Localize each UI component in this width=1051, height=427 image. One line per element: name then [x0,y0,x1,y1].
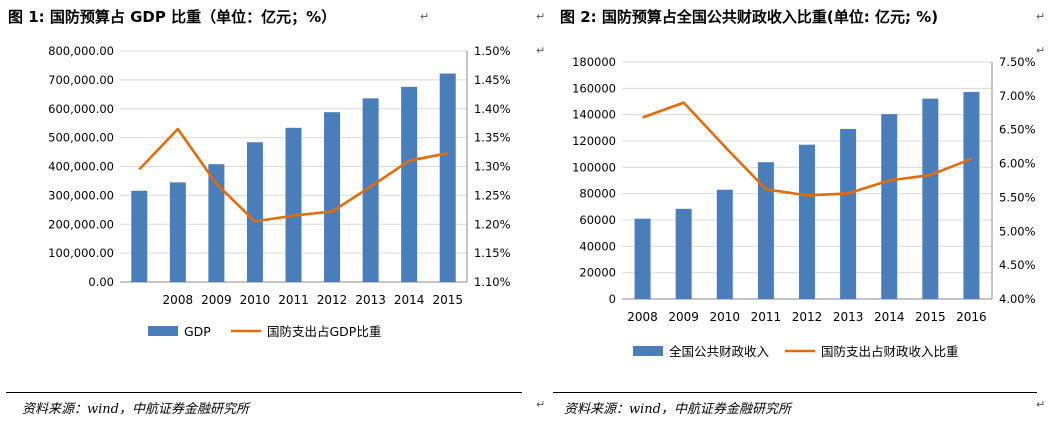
paragraph-mark-icon: ↵ [420,10,430,23]
y-right-tick-label: 7.00% [999,89,1036,103]
bar [169,182,186,282]
bar [208,164,225,282]
x-tick-label: 2013 [355,293,386,307]
legend-line-label: 国防支出占财政收入比重 [821,344,959,359]
y-left-tick-label: 80000 [579,187,616,201]
x-tick-label: 2009 [201,293,232,307]
paragraph-mark-icon: ↵ [1036,398,1046,411]
y-right-tick-label: 1.40% [474,102,511,116]
y-right-tick-label: 4.50% [999,258,1036,272]
paragraph-mark-icon: ↵ [1036,44,1046,57]
bar [840,128,857,299]
y-left-tick-label: 100000 [572,160,616,174]
bar [963,92,980,300]
figure2-source: 资料来源：wind，中航证券金融研究所 [564,402,791,417]
figure2-chart: 0 20000 40000 60000 80000 100000 120000 140000 1… [572,55,1036,359]
x-tick-label: 2015 [915,310,946,324]
x-tick-label: 2015 [432,293,463,307]
bar [324,112,341,282]
y-left-tick-label: 800,000.00 [48,44,114,58]
figure1-source-rule [6,392,522,393]
x-tick-label: 2016 [956,310,987,324]
y-left-tick-label: 200,000.00 [48,217,114,231]
y-left-tick-label: 100,000.00 [48,246,114,260]
x-tick-label: 2014 [874,310,905,324]
y-right-tick-label: 7.50% [999,55,1036,69]
bar [634,218,651,299]
y-right-tick-label: 1.15% [474,246,511,260]
bar [401,86,418,283]
series-line [642,101,972,197]
x-tick-label: 2014 [394,293,425,307]
bar [922,98,939,299]
figure1-chart: 0.00 100,000.00 200,000.00 300,000.00 400,00… [48,44,511,339]
paragraph-mark-icon: ↵ [536,10,546,23]
paragraph-mark-icon: ↵ [1036,10,1046,23]
x-tick-label: 2010 [240,293,271,307]
bar [716,189,733,299]
bar [757,162,774,299]
bar [881,114,898,299]
bar [285,127,302,283]
y-right-tick-label: 1.25% [474,188,511,202]
bar [675,208,692,299]
y-right-tick-label: 5.50% [999,190,1036,204]
x-tick-label: 2012 [317,293,348,307]
y-left-tick-label: 120000 [572,134,616,148]
y-left-tick-label: 0.00 [88,275,114,289]
x-tick-label: 2012 [792,310,823,324]
y-right-tick-label: 5.00% [999,224,1036,238]
y-left-tick-label: 500,000.00 [48,131,114,145]
bar [799,144,815,299]
legend-line-label: 国防支出占GDP比重 [267,324,381,339]
y-right-tick-label: 1.20% [474,217,511,231]
bar [362,98,379,282]
y-right-tick-label: 6.00% [999,157,1036,171]
x-tick-label: 2009 [668,310,699,324]
y-left-tick-label: 0 [609,292,616,306]
y-left-tick-label: 400,000.00 [48,160,114,174]
legend-bar-label: GDP [184,324,211,339]
y-left-tick-label: 20000 [579,266,616,280]
y-left-tick-label: 700,000.00 [48,73,114,87]
y-right-tick-label: 1.45% [474,73,511,87]
paragraph-mark-icon: ↵ [536,44,546,57]
y-left-tick-label: 40000 [579,239,616,253]
figure1-source: 资料来源：wind，中航证券金融研究所 [22,402,249,417]
x-tick-label: 2013 [833,310,864,324]
x-tick-label: 2011 [278,293,309,307]
bar [246,142,263,282]
y-left-tick-label: 180000 [572,55,616,69]
y-right-tick-label: 6.50% [999,123,1036,137]
series-line [138,127,448,223]
x-tick-label: 2010 [710,310,741,324]
x-tick-label: 2008 [163,293,194,307]
y-right-tick-label: 4.00% [999,292,1036,306]
x-tick-label: 2011 [751,310,782,324]
y-left-tick-label: 160000 [572,81,616,95]
figure2-title: 图 2: 国防预算占全国公共财政收入比重(单位: 亿元; %) [560,8,939,26]
y-left-tick-label: 300,000.00 [48,188,114,202]
y-left-tick-label: 140000 [572,108,616,122]
y-left-tick-label: 60000 [579,213,616,227]
figure1-title: 图 1: 国防预算占 GDP 比重（单位：亿元；%） [8,8,337,26]
paragraph-mark-icon: ↵ [536,398,546,411]
y-right-tick-label: 1.10% [474,275,511,289]
x-tick-label: 2008 [627,310,658,324]
y-right-tick-label: 1.30% [474,160,511,174]
y-right-tick-label: 1.50% [474,44,511,58]
legend-bar-swatch [633,346,663,356]
bar [439,73,456,283]
bar [131,190,148,282]
legend-bar-swatch [148,326,178,336]
y-right-tick-label: 1.35% [474,131,511,145]
legend-bar-label: 全国公共财政收入 [669,344,770,359]
y-left-tick-label: 600,000.00 [48,102,114,116]
figure2-source-rule [553,392,1037,393]
